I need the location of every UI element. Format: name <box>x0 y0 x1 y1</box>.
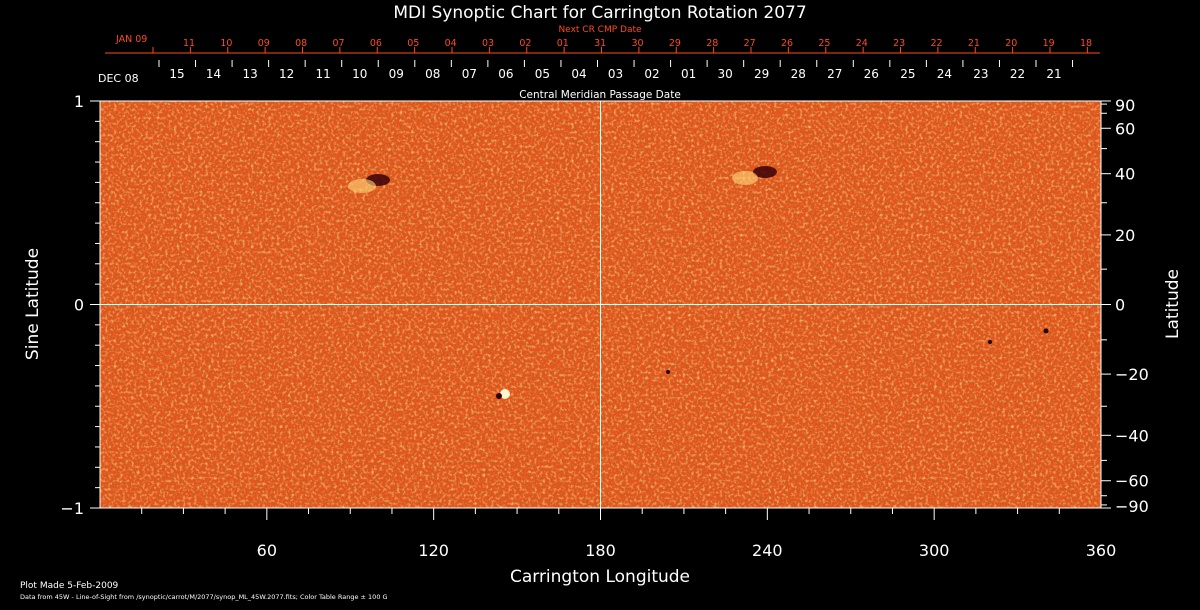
y-right-tick-label: 20 <box>1115 226 1135 245</box>
x-axis-label: Carrington Longitude <box>510 567 690 587</box>
date-axes: Next CR CMP Date JAN 09 11 10 09 08 07 06 05 04 03… <box>98 25 1100 101</box>
plot-made-note: Plot Made 5-Feb-2009 <box>20 581 119 591</box>
next-cr-axis-title: Next CR CMP Date <box>558 25 642 35</box>
cmp-date-label: 29 <box>754 67 769 81</box>
next-cr-date-label: 03 <box>482 38 494 49</box>
next-cr-date-label: 06 <box>370 38 382 49</box>
active-region-spots <box>348 166 1049 399</box>
cmp-date-label: 09 <box>389 67 404 81</box>
x-tick-label: 240 <box>752 541 783 560</box>
x-tick-label: 360 <box>1086 541 1117 560</box>
y-right-tick-label: −90 <box>1115 497 1149 516</box>
next-cr-date-label: 30 <box>631 38 643 49</box>
next-cr-start-label: JAN 09 <box>115 34 147 45</box>
cmp-date-label: 27 <box>827 67 842 81</box>
next-cr-date-label: 22 <box>930 38 942 49</box>
cmp-start-label: DEC 08 <box>98 72 139 85</box>
cmp-date-label: 28 <box>791 67 806 81</box>
cmp-date-label: 12 <box>279 67 294 81</box>
chart-axes: 60 120 180 240 300 360 1 0 −1 90 60 40 20 0 −20 −40 −60 −… <box>60 92 1148 560</box>
cmp-date-label: 13 <box>242 67 257 81</box>
chart-title: MDI Synoptic Chart for Carrington Rotati… <box>393 3 806 23</box>
cmp-date-label: 01 <box>681 67 696 81</box>
next-cr-date-label: 31 <box>594 38 606 49</box>
next-cr-date-label: 11 <box>183 38 195 49</box>
cmp-date-label: 11 <box>316 67 331 81</box>
y-right-tick-label: 0 <box>1115 296 1125 315</box>
next-cr-date-label: 01 <box>557 38 569 49</box>
next-cr-date-label: 27 <box>744 38 756 49</box>
cmp-date-label: 21 <box>1046 67 1061 81</box>
next-cr-date-label: 02 <box>519 38 531 49</box>
cmp-date-label: 14 <box>206 67 221 81</box>
next-cr-date-label: 21 <box>968 38 980 49</box>
y-axis-label-right: Latitude <box>1163 269 1183 339</box>
cmp-date-label: 02 <box>644 67 659 81</box>
cmp-date-label: 04 <box>571 67 586 81</box>
cmp-date-label: 10 <box>352 67 367 81</box>
y-right-tick-label: −60 <box>1115 472 1149 491</box>
next-cr-date-label: 05 <box>407 38 419 49</box>
y-right-tick-label: −20 <box>1115 365 1149 384</box>
cmp-date-label: 05 <box>535 67 550 81</box>
next-cr-date-label: 04 <box>445 38 457 49</box>
next-cr-date-label: 10 <box>220 38 232 49</box>
cmp-date-label: 24 <box>937 67 952 81</box>
cmp-date-label: 30 <box>717 67 732 81</box>
y-right-tick-label: 40 <box>1115 165 1135 184</box>
y-right-tick-label: 60 <box>1115 119 1135 138</box>
next-cr-date-label: 18 <box>1080 38 1092 49</box>
cmp-date-label: 25 <box>900 67 915 81</box>
y-left-tick-label: 1 <box>74 92 84 111</box>
x-tick-label: 300 <box>919 541 950 560</box>
next-cr-date-label: 29 <box>669 38 681 49</box>
next-cr-date-label: 20 <box>1005 38 1017 49</box>
cmp-date-label: 07 <box>462 67 477 81</box>
cmp-date-label: 03 <box>608 67 623 81</box>
y-left-tick-label: −1 <box>60 499 84 518</box>
cmp-date-label: 23 <box>973 67 988 81</box>
next-cr-date-label: 24 <box>856 38 868 49</box>
next-cr-date-label: 08 <box>295 38 307 49</box>
x-tick-label: 60 <box>257 541 277 560</box>
cmp-date-label: 26 <box>864 67 879 81</box>
y-right-tick-label: 90 <box>1115 96 1135 115</box>
data-source-note: Data from 45W - Line-of-Sight from /syno… <box>20 593 388 601</box>
next-cr-date-label: 25 <box>818 38 830 49</box>
cmp-date-label: 22 <box>1010 67 1025 81</box>
cmp-date-label: 15 <box>169 67 184 81</box>
cmp-axis-title: Central Meridian Passage Date <box>519 89 681 101</box>
next-cr-date-label: 19 <box>1043 38 1055 49</box>
y-axis-label-left: Sine Latitude <box>23 248 43 360</box>
y-left-tick-label: 0 <box>74 296 84 315</box>
next-cr-date-label: 26 <box>781 38 793 49</box>
next-cr-date-label: 23 <box>893 38 905 49</box>
cmp-date-label: 06 <box>498 67 513 81</box>
x-tick-label: 120 <box>418 541 449 560</box>
next-cr-date-label: 07 <box>332 38 344 49</box>
next-cr-date-label: 09 <box>258 38 270 49</box>
next-cr-date-label: 28 <box>706 38 718 49</box>
cmp-date-label: 08 <box>425 67 440 81</box>
y-right-tick-label: −40 <box>1115 426 1149 445</box>
x-tick-label: 180 <box>585 541 616 560</box>
